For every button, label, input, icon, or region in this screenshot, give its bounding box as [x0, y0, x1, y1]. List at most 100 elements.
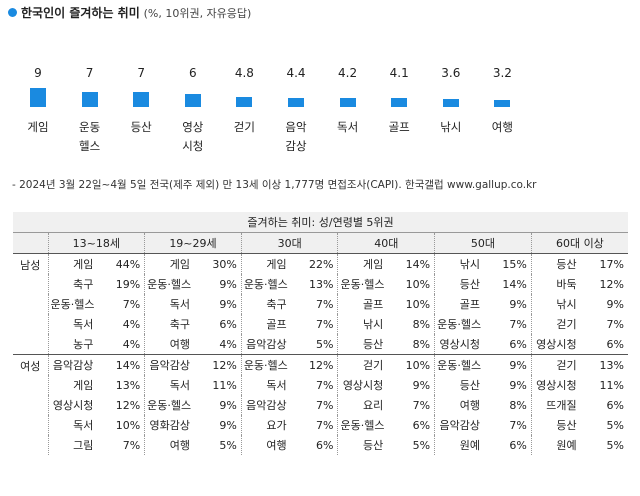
hobby-percent: 9%	[412, 378, 431, 392]
group-label: 남성	[20, 259, 41, 272]
hobby-name: 낚시	[530, 294, 580, 314]
value-label: 3.6	[441, 66, 461, 80]
hobby-name: 운동·헬스	[240, 354, 290, 375]
hobby-percent: 13%	[309, 277, 334, 291]
hobby-name: 게임	[47, 253, 97, 274]
value-label: 4.2	[338, 66, 358, 80]
hobby-percent: 5%	[316, 337, 334, 351]
hobby-percent: 5%	[219, 438, 237, 452]
hobby-name: 걷기	[337, 354, 387, 375]
hobby-name: 영상시청	[337, 375, 387, 395]
value-label: 7	[137, 66, 145, 80]
hobby-name: 뜨개질	[530, 395, 580, 415]
hobby-percent: 44%	[115, 257, 141, 271]
hobby-percent: 8%	[412, 317, 431, 331]
hobby-name: 축구	[47, 274, 97, 294]
bar	[236, 96, 253, 107]
hobby-percent: 12%	[115, 398, 141, 412]
hobby-name: 축구	[240, 294, 290, 314]
hobby-name: 영화감상	[144, 415, 193, 435]
hobby-percent: 6%	[509, 438, 527, 452]
hobby-name: 여행	[240, 435, 290, 455]
hobby-percent: 7%	[412, 398, 431, 412]
hobby-percent: 7%	[316, 418, 334, 432]
hobby-percent: 9%	[219, 277, 237, 291]
category-label: 낚시	[440, 120, 462, 134]
value-label: 9	[34, 66, 42, 80]
bar	[184, 94, 201, 107]
hobby-percent: 10%	[405, 297, 431, 311]
hobby-percent: 7%	[316, 378, 334, 392]
hobby-name: 음악감상	[240, 395, 290, 415]
bar	[442, 99, 459, 107]
hobby-percent: 30%	[212, 257, 237, 271]
hobby-name: 운동·헬스	[144, 274, 193, 294]
hobby-name: 독서	[144, 375, 193, 395]
hobby-percent: 10%	[115, 418, 141, 432]
hobby-name: 그림	[47, 435, 97, 455]
hobby-percent: 7%	[316, 297, 334, 311]
hobby-percent: 9%	[509, 297, 527, 311]
hobby-name: 요가	[240, 415, 290, 435]
hobby-name: 음악감상	[47, 354, 97, 375]
hobby-name: 독서	[47, 314, 97, 334]
hobby-percent: 7%	[316, 317, 334, 331]
hobby-name: 음악감상	[144, 354, 193, 375]
column-header: 60대 이상	[530, 232, 628, 254]
bar	[288, 97, 304, 107]
hobby-percent: 7%	[122, 438, 141, 452]
hobby-name: 독서	[47, 415, 97, 435]
category-label: 음악 감상	[285, 120, 307, 153]
hobby-name: 농구	[47, 334, 97, 355]
hobby-percent: 19%	[115, 277, 141, 291]
table-row: 독서 10% 영화감상 9% 요가 7% 운동·헬스 6% 음악감상 7% 등산 5%	[13, 415, 628, 435]
hobby-percent: 8%	[412, 337, 431, 351]
value-label: 4.8	[234, 66, 254, 80]
hobby-name: 등산	[434, 274, 483, 294]
column-header: 40대	[337, 232, 435, 254]
hobby-percent: 22%	[309, 257, 334, 271]
hobby-name: 골프	[434, 294, 483, 314]
column-header: 50대	[434, 232, 532, 254]
column-header: 30대	[240, 232, 338, 254]
table-row: 운동·헬스 7% 독서 9% 축구 7% 골프 10% 골프 9% 낚시 9%	[13, 294, 628, 314]
value-label: 4.1	[389, 66, 409, 80]
hobby-percent: 5%	[412, 438, 431, 452]
hobby-percent: 6%	[219, 317, 237, 331]
hobby-name: 독서	[144, 294, 193, 314]
hobby-name: 독서	[240, 375, 290, 395]
hobby-name: 낚시	[337, 314, 387, 334]
category-label: 걷기	[233, 120, 255, 134]
column-header: 19~29세	[144, 232, 242, 254]
hobby-percent: 9%	[219, 297, 237, 311]
hobby-name: 등산	[434, 375, 483, 395]
category-label: 여행	[491, 120, 513, 134]
hobby-percent: 8%	[509, 398, 527, 412]
hobby-name: 운동·헬스	[240, 274, 290, 294]
hobby-name: 운동·헬스	[434, 354, 483, 375]
hobby-percent: 12%	[599, 277, 624, 291]
value-label: 4.4	[286, 66, 306, 80]
hobby-name: 골프	[337, 294, 387, 314]
hobby-name: 걷기	[530, 354, 580, 375]
hobby-percent: 12%	[192, 354, 242, 375]
bar	[391, 98, 408, 107]
hobby-name: 영상시청	[47, 395, 97, 415]
hobby-percent: 7%	[509, 317, 527, 331]
hobby-percent: 6%	[606, 398, 624, 412]
hobby-name: 운동·헬스	[434, 314, 483, 334]
category-label: 게임	[27, 120, 49, 134]
table-row: 남성 게임 44% 게임 30% 게임 22% 게임 14% 낚시 15% 등산 17%	[13, 253, 628, 274]
hobby-name: 등산	[530, 253, 580, 274]
header-row: 즐겨하는 취미: 성/연령별 5위권	[13, 212, 628, 233]
hobby-percent: 6%	[606, 337, 624, 351]
category-label: 골프	[388, 120, 410, 134]
hobby-percent: 6%	[412, 418, 431, 432]
table-row: 그림 7% 여행 5% 여행 6% 등산 5% 원예 6% 원예 5%	[13, 435, 628, 455]
title-block: 한국인이 즐겨하는 취미 (%, 10위권, 자유응답)	[8, 4, 251, 21]
hobby-percent: 4%	[122, 317, 141, 331]
hobby-percent: 17%	[599, 257, 624, 271]
hobby-percent: 7%	[606, 317, 624, 331]
hobby-percent: 7%	[316, 398, 334, 412]
